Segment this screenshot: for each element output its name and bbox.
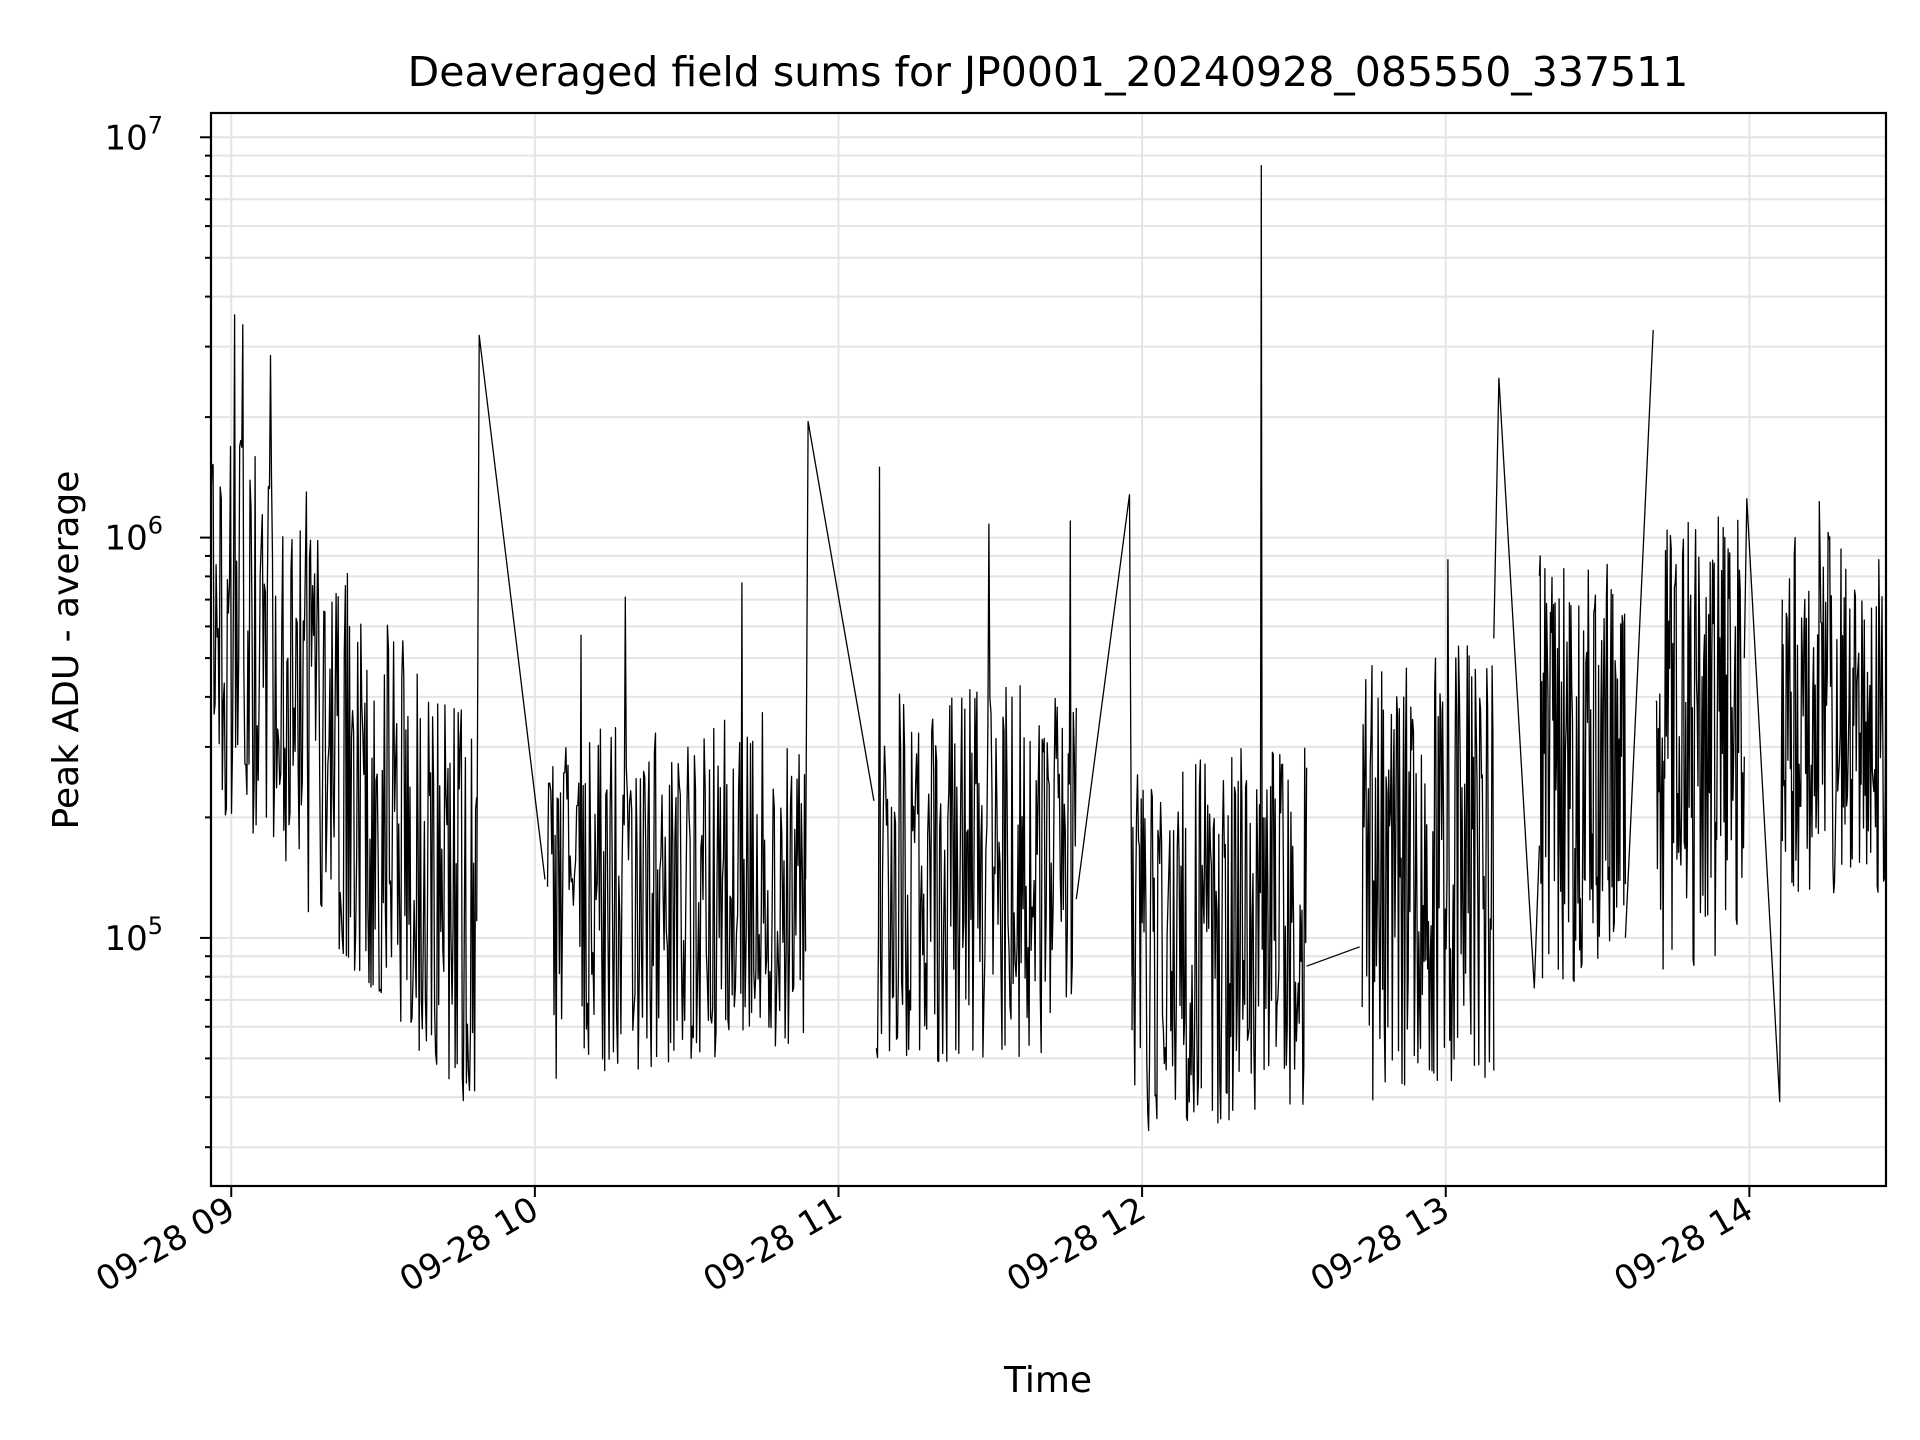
axes-frame	[209, 111, 1888, 1188]
y-tick-exponent: 7	[148, 111, 163, 139]
series-segment-3	[1131, 164, 1308, 1132]
series-connector-3	[1306, 946, 1360, 967]
series-connector-6	[1743, 498, 1783, 1103]
series-connector-1	[804, 420, 875, 880]
series-segment-6	[1655, 516, 1745, 970]
series-segment-0	[210, 314, 478, 1102]
series-segment-4	[1361, 559, 1495, 1101]
x-tick-label: 09-28 14	[1607, 1189, 1759, 1300]
y-tick-label: 107	[104, 111, 163, 158]
x-tick-label: 09-28 09	[89, 1189, 241, 1300]
x-tick-label: 09-28 10	[393, 1189, 545, 1300]
y-tick-label: 105	[104, 912, 163, 959]
x-tick-label: 09-28 13	[1304, 1189, 1456, 1300]
y-tick-base: 10	[104, 919, 147, 959]
x-tick-label: 09-28 11	[697, 1189, 849, 1300]
y-tick-base: 10	[104, 519, 147, 559]
series-connector-0	[476, 334, 546, 922]
series-connector-4	[1493, 377, 1541, 989]
y-tick-exponent: 5	[148, 912, 163, 940]
series-segment-7	[1781, 500, 1887, 894]
series-segment-2	[875, 466, 1077, 1063]
x-axis: 09-28 09 09-28 10 09-28 11 09-28 12 09-28 13…	[89, 1186, 1760, 1300]
x-axis-label: Time	[1003, 1360, 1092, 1401]
y-axis-label: Peak ADU - average	[46, 471, 87, 830]
series-connector-2	[1075, 494, 1133, 977]
y-tick-exponent: 6	[148, 512, 163, 540]
chart-title: Deaveraged field sums for JP0001_2024092…	[408, 48, 1689, 96]
x-tick-label: 09-28 12	[1000, 1189, 1152, 1300]
plot-area	[210, 164, 1887, 1132]
series-connector-5	[1624, 329, 1654, 938]
y-tick-base: 10	[104, 118, 147, 158]
y-tick-label: 106	[104, 512, 163, 559]
series-segment-5	[1538, 555, 1627, 982]
series-segment-1	[546, 582, 807, 1079]
